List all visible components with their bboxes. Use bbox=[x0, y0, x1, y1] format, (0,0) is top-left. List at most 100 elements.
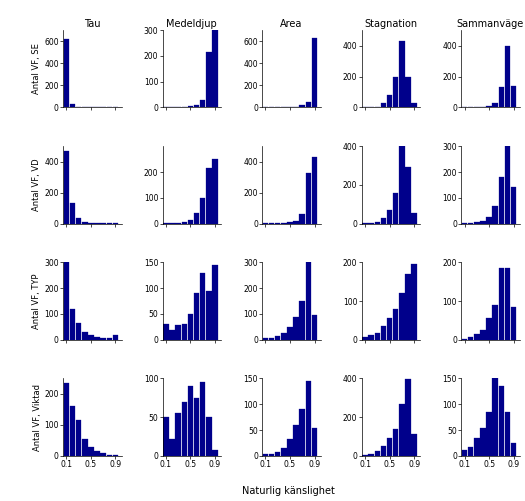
Bar bbox=[474, 222, 479, 223]
Title: Area: Area bbox=[280, 19, 302, 29]
Bar bbox=[70, 203, 75, 223]
Bar bbox=[374, 451, 380, 456]
Bar bbox=[486, 412, 492, 456]
Bar bbox=[76, 323, 81, 340]
Bar bbox=[381, 446, 386, 456]
Bar bbox=[182, 324, 187, 340]
Bar bbox=[499, 177, 504, 223]
Bar bbox=[393, 193, 398, 223]
Y-axis label: Antal VF, TYP: Antal VF, TYP bbox=[33, 274, 41, 329]
Bar bbox=[312, 427, 317, 456]
Bar bbox=[505, 412, 510, 456]
Bar bbox=[64, 255, 69, 340]
Bar bbox=[113, 455, 118, 456]
Bar bbox=[511, 443, 517, 456]
Bar bbox=[182, 107, 187, 108]
Bar bbox=[206, 52, 212, 108]
Bar bbox=[206, 291, 212, 340]
Bar bbox=[88, 335, 93, 340]
Bar bbox=[405, 274, 411, 340]
Bar bbox=[100, 338, 106, 340]
Bar bbox=[369, 335, 374, 340]
Bar bbox=[175, 107, 181, 108]
Title: Sammanväge: Sammanväge bbox=[457, 19, 524, 29]
Bar bbox=[188, 220, 193, 223]
Bar bbox=[480, 427, 486, 456]
Bar bbox=[275, 452, 280, 456]
Bar bbox=[206, 168, 212, 223]
Bar bbox=[492, 378, 498, 456]
Bar bbox=[175, 222, 181, 223]
Bar bbox=[387, 438, 392, 456]
Bar bbox=[287, 222, 293, 223]
Bar bbox=[287, 439, 293, 456]
Bar bbox=[505, 46, 510, 108]
Bar bbox=[362, 455, 368, 456]
Bar bbox=[387, 95, 392, 108]
Bar bbox=[70, 309, 75, 340]
Bar bbox=[113, 335, 118, 340]
Bar bbox=[381, 103, 386, 108]
Bar bbox=[107, 338, 112, 340]
Bar bbox=[486, 106, 492, 108]
Bar bbox=[94, 337, 100, 340]
Bar bbox=[70, 406, 75, 456]
Bar bbox=[474, 334, 479, 340]
Bar bbox=[387, 210, 392, 223]
Bar bbox=[492, 205, 498, 223]
Bar bbox=[492, 305, 498, 340]
Bar bbox=[269, 454, 275, 456]
Bar bbox=[480, 221, 486, 223]
Bar bbox=[76, 107, 81, 108]
Bar bbox=[94, 451, 100, 456]
Bar bbox=[381, 218, 386, 223]
Title: Tau: Tau bbox=[84, 19, 100, 29]
Bar bbox=[169, 331, 175, 340]
Bar bbox=[82, 332, 88, 340]
Bar bbox=[76, 420, 81, 456]
Bar bbox=[175, 325, 181, 340]
Bar bbox=[200, 100, 205, 108]
Bar bbox=[399, 404, 405, 456]
Bar bbox=[411, 434, 417, 456]
Bar bbox=[312, 315, 317, 340]
Bar bbox=[212, 265, 218, 340]
Bar bbox=[505, 268, 510, 340]
Bar bbox=[299, 214, 305, 223]
Bar bbox=[287, 327, 293, 340]
Bar bbox=[194, 293, 200, 340]
Bar bbox=[299, 105, 305, 108]
Bar bbox=[64, 39, 69, 108]
Bar bbox=[369, 222, 374, 223]
Bar bbox=[399, 293, 405, 340]
Bar bbox=[175, 413, 181, 456]
Bar bbox=[393, 429, 398, 456]
Bar bbox=[511, 86, 517, 108]
Bar bbox=[194, 213, 200, 223]
Text: Naturlig känslighet: Naturlig känslighet bbox=[243, 486, 335, 496]
Bar bbox=[188, 386, 193, 456]
Bar bbox=[399, 41, 405, 108]
Bar bbox=[200, 198, 205, 223]
Bar bbox=[511, 307, 517, 340]
Title: Medeldjup: Medeldjup bbox=[166, 19, 217, 29]
Bar bbox=[293, 107, 299, 108]
Bar bbox=[312, 157, 317, 223]
Bar bbox=[393, 77, 398, 108]
Bar bbox=[393, 309, 398, 340]
Bar bbox=[486, 217, 492, 223]
Bar bbox=[381, 326, 386, 340]
Bar bbox=[306, 263, 311, 340]
Bar bbox=[480, 107, 486, 108]
Bar bbox=[194, 398, 200, 456]
Bar bbox=[163, 417, 169, 456]
Bar bbox=[405, 379, 411, 456]
Y-axis label: Antal VF, SE: Antal VF, SE bbox=[33, 43, 41, 94]
Y-axis label: Antal VF, Viktad: Antal VF, Viktad bbox=[33, 384, 41, 451]
Bar bbox=[492, 103, 498, 108]
Bar bbox=[293, 317, 299, 340]
Bar bbox=[212, 450, 218, 456]
Bar bbox=[511, 187, 517, 223]
Bar bbox=[212, 30, 218, 108]
Bar bbox=[206, 417, 212, 456]
